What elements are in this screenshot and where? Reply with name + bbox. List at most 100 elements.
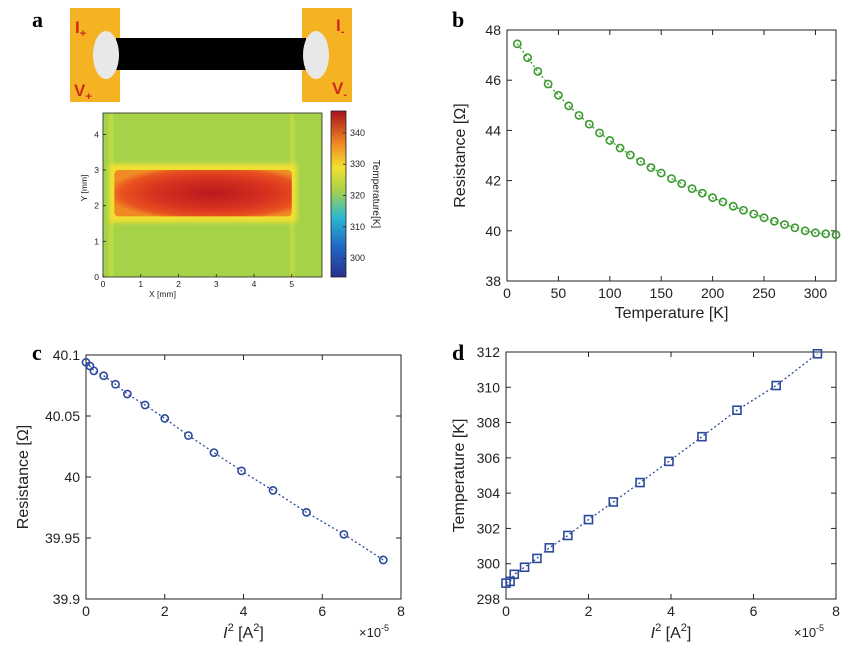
panel-d-data-point [583,514,594,525]
panel-b-axes-box [506,29,837,282]
panel-d-data-point [697,431,707,442]
panel-c-ytick-label: 40.05 [45,408,80,424]
panel-d-data-point [509,569,520,580]
panel-c-data-point [302,507,311,517]
i-minus-label: I- [336,16,345,38]
panel-b-data-point [574,110,584,120]
panel-b-data-point [687,184,697,194]
colorbar-label: Temperature[K] [370,160,381,229]
panel-d-ytick-label: 304 [477,485,501,501]
panel-d-ytick-label: 308 [477,415,501,431]
panel-d-ytick-label: 310 [477,379,501,395]
panel-d-data-point [664,456,674,467]
panel-c-xtick-label: 0 [82,603,90,619]
colorbar-tick-label: 320 [350,191,365,201]
v-plus-label: V+ [74,81,92,103]
heatmap-xtick-label: 5 [289,279,294,289]
panel-b-data-point [656,168,666,178]
panel-b-data-point [564,101,574,111]
heatmap-xtick-label: 3 [214,279,219,289]
heatmap-ytick-label: 0 [94,272,99,282]
colorbar-tick-label: 310 [350,222,365,232]
panel-b-data-point [605,136,615,145]
panel-d-x-multiplier: ×10-5 [794,623,824,640]
panel-b-data-point [759,213,769,223]
panel-c-data-point [140,400,150,410]
panel-b-ytick-label: 44 [485,122,501,138]
panel-b-data-point [595,128,604,138]
panel-d-data-point [608,497,619,507]
colorbar-tick-label: 300 [350,253,365,263]
panel-c-data-point [268,486,278,495]
panel-d-data-point [771,380,781,391]
heatmap-ytick-label: 1 [94,236,99,246]
panel-c-data-point [111,379,120,389]
heatmap-xtick-label: 4 [252,279,257,289]
panel-b-ytick-label: 38 [485,273,501,289]
panel-d-series-line [505,353,818,584]
panel-d-ytick-label: 298 [477,591,501,607]
panel-c-xtick-label: 8 [397,603,405,619]
panel-b-xlabel: Temperature [K] [615,305,729,322]
panel-c-data-point [339,529,349,539]
panel-c-xlabel: I2 [A2] [223,622,264,642]
panel-d: 0 2 4 6 8 298 300 302 304 306 308 310 312 I2 [A2] Temp… [451,344,840,642]
left-contact-dot [93,31,119,79]
panel-d-data-point [635,477,645,488]
panel-b-data-point [615,143,625,153]
panel-b-data-point [554,90,563,100]
panel-c-axes-box [85,354,402,600]
panel-b-data-point [811,228,820,238]
panel-d-xtick-label: 4 [667,603,675,619]
colorbar-tick-label: 330 [350,159,365,169]
panel-c-ytick-label: 40.1 [53,347,80,363]
panel-b-data-point [512,39,522,49]
panel-b-data-point [708,193,718,203]
panel-b-xtick-label: 250 [752,285,776,301]
panel-c-ytick-label: 39.95 [45,530,80,546]
panel-b-data-point [780,220,789,229]
panel-d-ylabel: Temperature [K] [451,419,468,533]
panel-b-data-point [523,53,532,63]
panel-b-data-point [677,179,687,189]
panel-d-data-point [532,553,542,564]
heatmap-frame [102,112,323,278]
panel-b-ylabel: Resistance [Ω] [452,103,469,207]
heatmap-xtick-label: 2 [176,279,181,289]
panel-c-data-point [99,371,109,381]
panel-b-xtick-label: 50 [551,285,567,301]
panel-c-x-multiplier: ×10-5 [359,623,389,640]
panel-b-xtick-label: 150 [650,285,674,301]
panel-c-data-point [160,414,170,423]
panel-b-data-point [831,230,841,240]
heatmap-xtick-label: 1 [138,279,143,289]
panel-c-xtick-label: 2 [161,603,169,619]
panel-d-axes-box [505,351,837,600]
panel-c-ylabel: Resistance [Ω] [15,425,32,529]
panel-b-xtick-label: 200 [701,285,725,301]
colorbar-tick-label: 340 [350,128,365,138]
colorbar [330,110,347,278]
panel-b-xtick-label: 100 [598,285,622,301]
panel-b-data-point [739,205,748,215]
heatmap-ytick-label: 4 [94,129,99,139]
panel-c-ytick-label: 40 [64,469,80,485]
panel-b-data-point [584,119,594,129]
panel-d-xtick-label: 0 [502,603,510,619]
panel-b: 0 50 100 150 200 250 300 38 40 42 44 46 48 Temperatur… [452,22,841,322]
panel-b-data-point [667,174,676,183]
panel-c-data-point [89,366,99,376]
sample-schematic: I+ V+ I- V- [70,8,352,103]
panel-d-data-point [732,405,742,416]
panel-c-xtick-label: 4 [240,603,248,619]
panel-d-data-point [544,543,555,553]
panel-b-xtick-label: 0 [503,285,511,301]
heatmap-xlabel: X [mm] [149,289,176,299]
panel-b-data-point [625,150,635,160]
panel-b-data-point [769,216,779,226]
panel-a: I+ V+ I- V- [70,8,381,299]
panel-b-data-point [636,157,646,166]
panel-b-series-line [516,43,837,236]
heatmap-xtick-label: 0 [101,279,106,289]
